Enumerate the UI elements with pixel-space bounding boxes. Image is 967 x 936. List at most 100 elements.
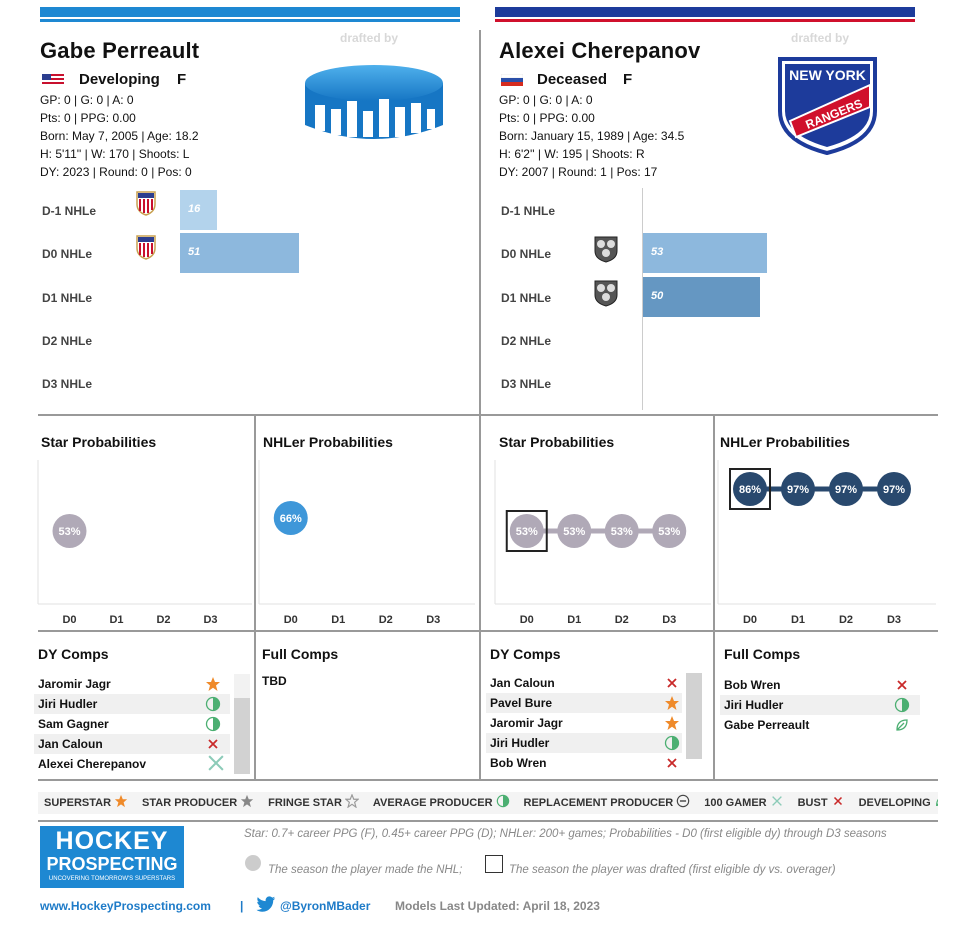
hundred-gamer-icon (770, 794, 784, 813)
axis-tick-label: D0 (284, 614, 298, 626)
right-dy-comps-list: Jan Caloun Pavel Bure Jaromir Jagr Jiri Hud… (486, 673, 682, 773)
probability-point (604, 514, 639, 548)
stat-line: GP: 0 | G: 0 | A: 0 (40, 93, 134, 107)
nhle-bar: 53 (643, 233, 767, 273)
left-nhler-prob-title: NHLer Probabilities (263, 434, 393, 450)
legend-label: REPLACEMENT PRODUCER (523, 797, 674, 809)
stat-line: GP: 0 | G: 0 | A: 0 (499, 93, 593, 107)
axis-tick-label: D2 (379, 614, 393, 626)
star-producer-icon (240, 794, 254, 813)
comp-list-item: Jaromir Jagr (486, 713, 682, 733)
probability-point (273, 501, 308, 535)
legend-item: REPLACEMENT PRODUCER (524, 794, 691, 813)
developing-icon (934, 794, 938, 813)
probability-point (781, 472, 815, 506)
nhl-season-note: The season the player made the NHL; (268, 864, 463, 876)
superstar-icon (664, 715, 680, 737)
logo-text-1: HOCKEY (55, 827, 169, 855)
h-divider-3 (38, 779, 938, 781)
comp-player-name: Sam Gagner (38, 717, 109, 731)
hockey-prospecting-logo: HOCKEY PROSPECTING UNCOVERING TOMORROW'S… (40, 826, 184, 888)
probability-label: 66% (280, 513, 302, 525)
legend-item: DEVELOPING (859, 794, 938, 813)
stat-line: Pts: 0 | PPG: 0.00 (40, 111, 136, 125)
comp-player-name: Jan Caloun (490, 676, 555, 690)
right-nhle-label-d0: D0 NHLe (501, 247, 552, 261)
superstar-icon (205, 676, 221, 698)
bust-icon (664, 755, 680, 777)
usa-hockey-logo-icon (135, 190, 157, 221)
right-player-status: Deceased (537, 71, 608, 88)
twitter-icon (256, 896, 276, 918)
website-link[interactable]: www.HockeyProspecting.com (40, 899, 211, 913)
legend-label: 100 GAMER (704, 797, 767, 809)
stat-line: H: 5'11'' | W: 170 | Shoots: L (40, 147, 190, 161)
left-dy-comps-list: Jaromir Jagr Jiri Hudler Sam Gagner Jan Cal… (34, 674, 230, 774)
nhle-bar: 51 (180, 233, 299, 273)
right-accent-bar (495, 7, 915, 17)
footer-separator: | (240, 899, 244, 913)
legend-label: DEVELOPING (858, 797, 931, 809)
v-divider-left (254, 416, 256, 780)
legend-item: BUST (798, 794, 845, 813)
probability-label: 86% (739, 484, 761, 496)
left-nhle-label-d0: D0 NHLe (42, 247, 93, 261)
draft-season-note: The season the player was drafted (first… (509, 864, 836, 876)
scrollbar-thumb[interactable] (234, 698, 250, 774)
nhle-bar-value: 16 (188, 203, 201, 215)
logo-text-2: PROSPECTING (46, 854, 178, 874)
probability-charts: D0 D1 D2 D3 53% D0 D1 D2 D3 66% D0 D1 D2 D3 53% 53% 53% 5… (37, 460, 936, 626)
draft-season-box (505, 510, 548, 552)
replacement-producer-icon (676, 794, 690, 813)
bust-icon (205, 736, 221, 758)
comp-list-item: Pavel Bure (486, 693, 682, 713)
axis-tick-label: D0 (743, 614, 757, 626)
comp-player-name: Gabe Perreault (724, 718, 810, 732)
criteria-note: Star: 0.7+ career PPG (F), 0.45+ career … (244, 828, 887, 840)
comp-list-item: Sam Gagner (34, 714, 230, 734)
v-divider-right (713, 416, 715, 780)
right-player-stats: GP: 0 | G: 0 | A: 0 Pts: 0 | PPG: 0.00 B… (499, 91, 684, 181)
right-accent-bar-thin (495, 19, 915, 22)
comp-list-item: Alexei Cherepanov (34, 754, 230, 774)
superstar-icon (664, 695, 680, 717)
right-drafted-by-label: drafted by (791, 31, 850, 45)
comp-list-item: Jiri Hudler (486, 733, 682, 753)
bust-icon (831, 794, 845, 813)
probability-label: 53% (658, 526, 680, 538)
comp-list-item: Jan Caloun (486, 673, 682, 693)
axis-tick-label: D3 (662, 614, 676, 626)
left-dy-comps-scrollbar[interactable] (234, 674, 250, 774)
right-nhle-label-d-1: D-1 NHLe (501, 204, 556, 218)
usa-flag-icon (42, 73, 64, 86)
left-accent-bar-thin (40, 19, 460, 22)
right-player-name: Alexei Cherepanov (499, 38, 701, 63)
probability-point (877, 472, 911, 506)
right-full-comps-title: Full Comps (724, 646, 801, 662)
probability-point (509, 514, 544, 548)
average-producer-icon (205, 696, 221, 718)
comp-player-name: Jaromir Jagr (38, 677, 111, 691)
average-producer-icon (664, 735, 680, 757)
left-full-comps-list: TBD (258, 671, 454, 691)
legend-label: FRINGE STAR (268, 797, 342, 809)
axis-tick-label: D0 (520, 614, 534, 626)
nhle-bar: 50 (643, 277, 760, 317)
undrafted-puck-icon (303, 63, 445, 150)
bust-icon (894, 677, 910, 699)
probability-point (52, 514, 87, 548)
scrollbar-thumb[interactable] (686, 673, 702, 759)
comp-list-item: TBD (258, 671, 454, 691)
draft-season-box (729, 468, 771, 510)
legend-item: SUPERSTAR (44, 794, 128, 813)
comp-player-name: Pavel Bure (490, 696, 553, 710)
twitter-handle[interactable]: @ByronMBader (280, 899, 371, 913)
comp-list-item: Jiri Hudler (720, 695, 920, 715)
axis-tick-label: D1 (331, 614, 345, 626)
comp-list-item: Gabe Perreault (720, 715, 920, 735)
left-dy-comps-title: DY Comps (38, 646, 109, 662)
comp-player-name: Jaromir Jagr (490, 716, 563, 730)
left-player-position: F (177, 71, 187, 88)
developing-icon (894, 717, 910, 739)
right-dy-comps-scrollbar[interactable] (686, 673, 702, 759)
